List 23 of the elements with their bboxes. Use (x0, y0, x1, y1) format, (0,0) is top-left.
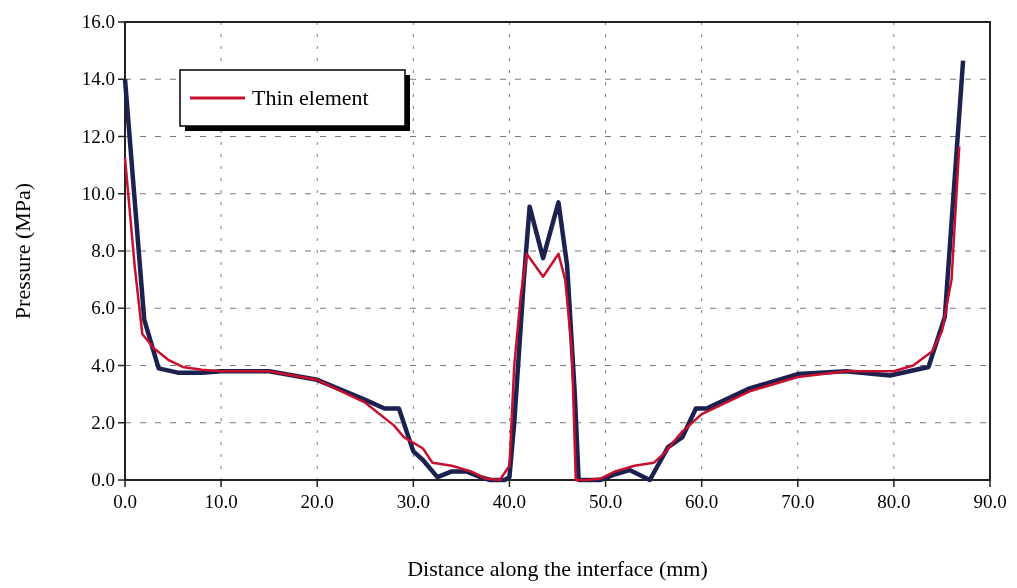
x-tick-label: 90.0 (973, 491, 1007, 512)
x-tick-label: 60.0 (685, 491, 719, 512)
line-series (123, 145, 961, 482)
y-axis-title: Pressure (MPa) (10, 182, 35, 320)
x-tick-label: 70.0 (781, 491, 815, 512)
x-tick-label: 40.0 (492, 491, 527, 512)
legend-label: Thin element (252, 85, 369, 110)
y-tick-label: 0.0 (91, 469, 115, 490)
x-axis-title: Distance along the interface (mm) (407, 556, 708, 581)
y-tick-label: 12.0 (81, 125, 115, 147)
x-tick-label: 50.0 (588, 491, 623, 512)
y-tick-label: 10.0 (81, 182, 115, 204)
y-tick-label: 2.0 (91, 411, 115, 433)
x-tick-label: 30.0 (396, 491, 430, 512)
x-tick-label: 80.0 (877, 491, 911, 512)
x-tick-label: 0.0 (113, 491, 137, 512)
y-tick-label: 8.0 (91, 240, 115, 261)
y-tick-label: 16.0 (81, 11, 115, 32)
x-tick-label: 20.0 (300, 491, 334, 512)
y-tick-label: 4.0 (91, 354, 115, 376)
y-tick-label: 14.0 (81, 68, 115, 90)
y-tick-label: 6.0 (91, 297, 115, 319)
x-tick-label: 10.0 (204, 491, 238, 512)
